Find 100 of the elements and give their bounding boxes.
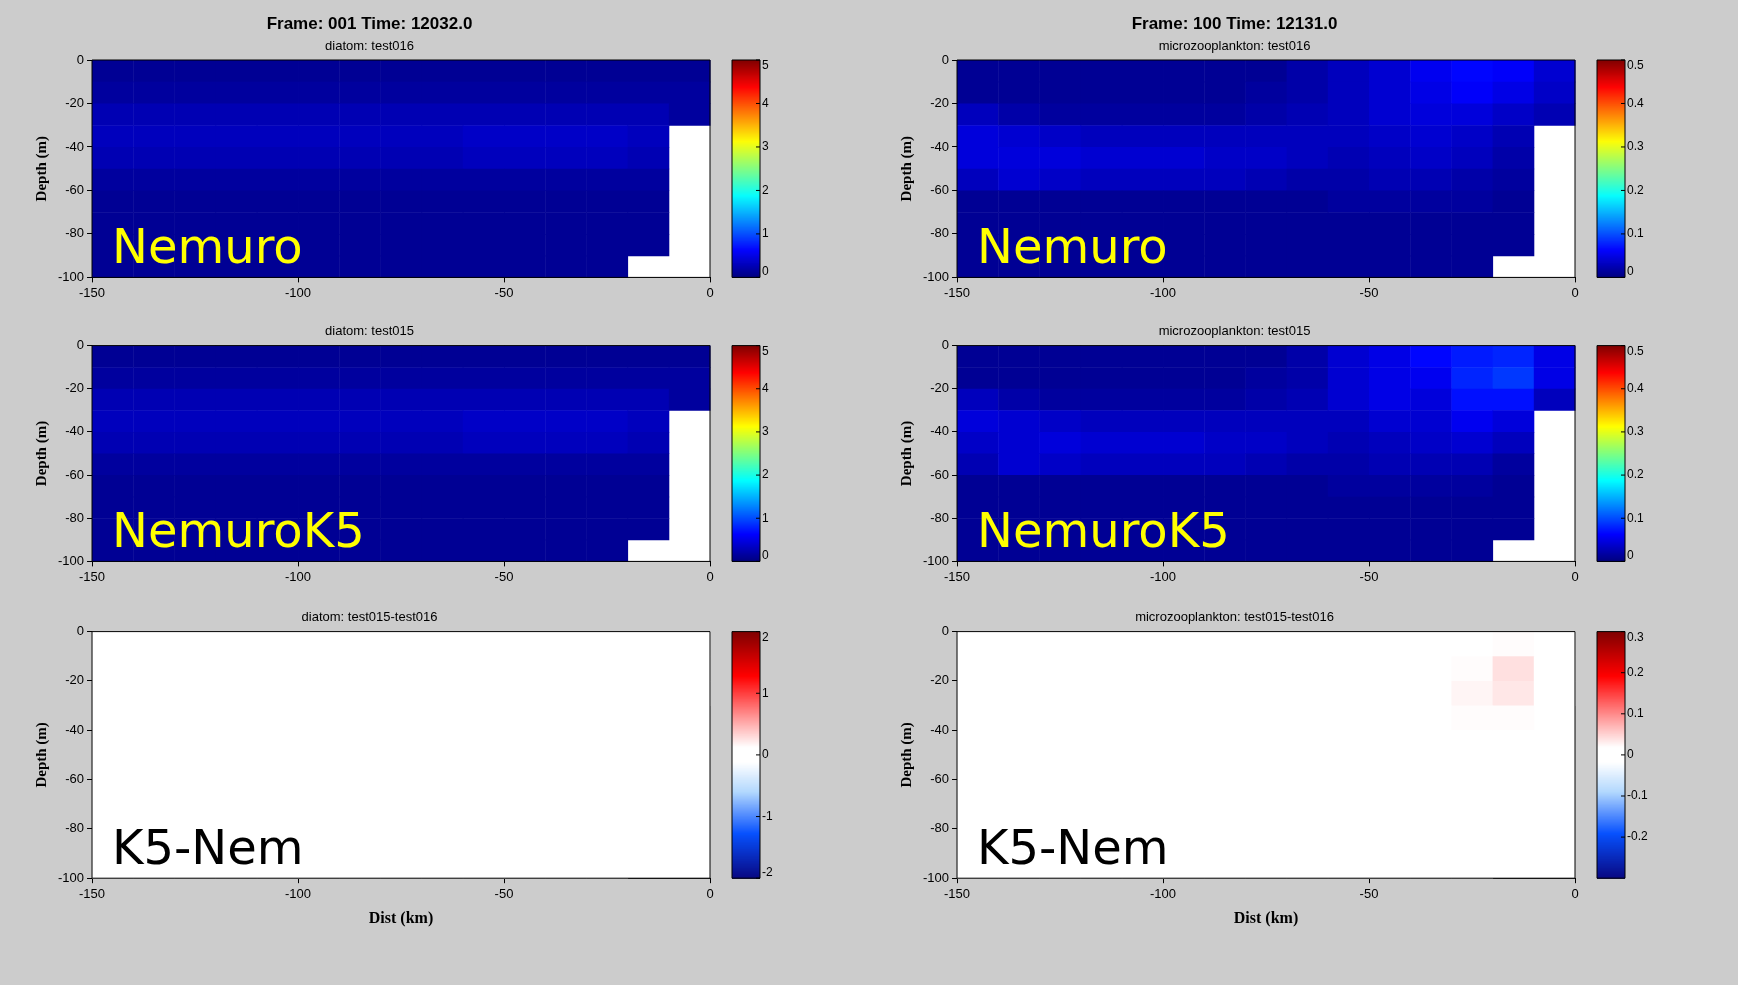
x-tick-label: 0 bbox=[706, 885, 714, 901]
x-tick-label: 0 bbox=[706, 284, 714, 300]
color-bar-label: 4 bbox=[762, 95, 769, 110]
color-bar-label: 1 bbox=[762, 685, 769, 700]
y-tick-label: -40 bbox=[930, 423, 950, 439]
color-bar-label: -2 bbox=[762, 864, 773, 879]
color-bar-label: 0.4 bbox=[1627, 95, 1645, 110]
color-bar-label: 1 bbox=[762, 510, 769, 525]
y-tick-label: -80 bbox=[65, 820, 85, 836]
color-bar-label: 2 bbox=[762, 182, 769, 197]
color-bar-label: 0.2 bbox=[1627, 182, 1645, 197]
x-tick-label: -50 bbox=[1359, 568, 1379, 584]
color-bar-label: 0.1 bbox=[1627, 226, 1645, 241]
y-axis-title: Depth (m) bbox=[897, 722, 915, 788]
y-tick-label: -40 bbox=[65, 138, 85, 154]
y-tick-label: -40 bbox=[930, 721, 950, 737]
color-bar-label: 1 bbox=[762, 226, 769, 241]
y-tick-label: 0 bbox=[941, 623, 950, 639]
annotation: Nemuro bbox=[112, 218, 303, 275]
y-tick-label: -100 bbox=[922, 552, 950, 568]
x-tick-label: -150 bbox=[944, 284, 971, 300]
y-tick-label: -20 bbox=[65, 672, 85, 688]
color-bar-label: 4 bbox=[762, 381, 769, 396]
y-tick-label: 0 bbox=[941, 51, 950, 67]
annotation: K5-Nem bbox=[112, 819, 304, 876]
color-bar-label: 0 bbox=[1627, 547, 1634, 562]
x-tick-label: -100 bbox=[285, 568, 312, 584]
y-tick-label: -20 bbox=[930, 672, 950, 688]
y-tick-label: 0 bbox=[76, 623, 85, 639]
annotation: NemuroK5 bbox=[977, 502, 1230, 559]
color-bar-label: 0.1 bbox=[1627, 510, 1645, 525]
y-tick-label: -100 bbox=[57, 268, 85, 284]
x-tick-label: -50 bbox=[1359, 284, 1379, 300]
y-axis-title: Depth (m) bbox=[32, 420, 50, 487]
chart-subtitle: microzooplankton: test016 bbox=[1158, 37, 1311, 53]
color-bar-label: 0.4 bbox=[1627, 381, 1645, 396]
y-tick-label: -40 bbox=[65, 423, 85, 439]
x-tick-label: 0 bbox=[706, 568, 714, 584]
x-tick-label: -100 bbox=[1150, 568, 1177, 584]
color-bar-label: 0 bbox=[762, 547, 769, 562]
chart-title: diatom: test015-test016 bbox=[301, 609, 438, 625]
y-tick-label: 0 bbox=[941, 337, 950, 353]
color-bar-label: 5 bbox=[762, 343, 769, 358]
chart-title: Frame: 100 Time: 12131.0 bbox=[1131, 13, 1338, 33]
color-bar-label: 0 bbox=[762, 747, 769, 762]
x-tick-label: -100 bbox=[1150, 885, 1177, 901]
x-tick-label: -100 bbox=[285, 885, 312, 901]
y-tick-label: -20 bbox=[65, 95, 85, 111]
color-bar-label: 0.5 bbox=[1627, 58, 1645, 73]
annotation: K5-Nem bbox=[977, 819, 1169, 876]
x-tick-label: 0 bbox=[1571, 568, 1579, 584]
y-tick-label: -60 bbox=[65, 771, 85, 787]
color-bar-label: 3 bbox=[762, 139, 769, 154]
y-tick-label: 0 bbox=[76, 337, 85, 353]
y-tick-label: -40 bbox=[65, 721, 85, 737]
chart-title: microzooplankton: test015-test016 bbox=[1135, 609, 1334, 625]
color-bar-label: 5 bbox=[762, 58, 769, 73]
color-bar-label: -0.1 bbox=[1627, 788, 1648, 803]
x-tick-label: -50 bbox=[494, 568, 514, 584]
y-tick-label: -60 bbox=[930, 771, 950, 787]
color-bar-label: 0.2 bbox=[1627, 467, 1645, 482]
chart-subtitle: diatom: test016 bbox=[325, 37, 414, 53]
color-bar-label: 0.5 bbox=[1627, 343, 1645, 358]
x-tick-label: -150 bbox=[79, 885, 106, 901]
color-bar-label: 0.2 bbox=[1627, 665, 1645, 680]
y-axis-title: Depth (m) bbox=[897, 135, 915, 202]
y-tick-label: -20 bbox=[65, 380, 85, 396]
y-tick-label: -60 bbox=[65, 182, 85, 198]
x-tick-label: -100 bbox=[1150, 284, 1177, 300]
x-axis-title: Dist (km) bbox=[1233, 908, 1299, 927]
x-tick-label: 0 bbox=[1571, 284, 1579, 300]
y-tick-label: -80 bbox=[65, 225, 85, 241]
y-tick-label: -20 bbox=[930, 95, 950, 111]
color-bar-label: 0.1 bbox=[1627, 706, 1645, 721]
x-tick-label: -150 bbox=[79, 284, 106, 300]
y-tick-label: -80 bbox=[930, 509, 950, 525]
chart-title: Frame: 001 Time: 12032.0 bbox=[266, 13, 473, 33]
color-bar-label: 0 bbox=[1627, 747, 1634, 762]
color-bar-label: -0.2 bbox=[1627, 829, 1648, 844]
y-tick-label: -100 bbox=[922, 869, 950, 885]
x-tick-label: -100 bbox=[285, 284, 312, 300]
color-bar-label: 0.3 bbox=[1627, 629, 1645, 644]
chart-title: microzooplankton: test015 bbox=[1158, 323, 1311, 339]
y-tick-label: -100 bbox=[57, 869, 85, 885]
y-tick-label: 0 bbox=[76, 51, 85, 67]
annotation: NemuroK5 bbox=[112, 502, 365, 559]
color-bar-label: 0.3 bbox=[1627, 424, 1645, 439]
x-tick-label: -50 bbox=[1359, 885, 1379, 901]
y-tick-label: -80 bbox=[930, 225, 950, 241]
x-tick-label: -50 bbox=[494, 885, 514, 901]
x-tick-label: -150 bbox=[944, 568, 971, 584]
x-tick-label: -150 bbox=[944, 885, 971, 901]
y-tick-label: -60 bbox=[930, 182, 950, 198]
y-tick-label: -80 bbox=[930, 820, 950, 836]
color-bar-label: 0.3 bbox=[1627, 139, 1645, 154]
color-bar-label: 2 bbox=[762, 467, 769, 482]
y-axis-title: Depth (m) bbox=[32, 135, 50, 202]
annotation: Nemuro bbox=[977, 218, 1168, 275]
y-tick-label: -40 bbox=[930, 138, 950, 154]
color-bar-label: 0 bbox=[1627, 263, 1634, 278]
